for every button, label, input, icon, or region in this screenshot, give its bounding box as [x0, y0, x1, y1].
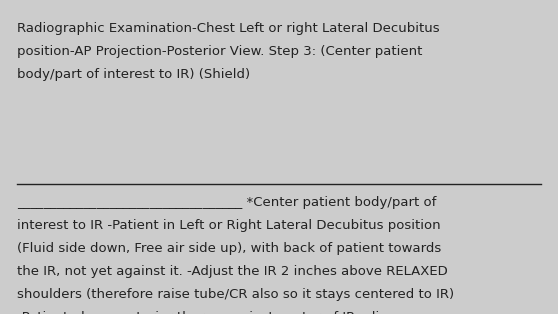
Text: (Fluid side down, Free air side up), with back of patient towards: (Fluid side down, Free air side up), wit… — [17, 242, 441, 255]
Text: shoulders (therefore raise tube/CR also so it stays centered to IR): shoulders (therefore raise tube/CR also … — [17, 288, 454, 301]
Text: the IR, not yet against it. -Adjust the IR 2 inches above RELAXED: the IR, not yet against it. -Adjust the … — [17, 265, 448, 278]
Text: body/part of interest to IR) (Shield): body/part of interest to IR) (Shield) — [17, 68, 250, 81]
Text: -Patient place posterior thorax against center of IR, align: -Patient place posterior thorax against … — [17, 311, 396, 314]
Text: interest to IR -Patient in Left or Right Lateral Decubitus position: interest to IR -Patient in Left or Right… — [17, 219, 440, 232]
Text: Radiographic Examination-Chest Left or right Lateral Decubitus: Radiographic Examination-Chest Left or r… — [17, 22, 439, 35]
Text: __________________________________ *Center patient body/part of: __________________________________ *Cent… — [17, 196, 436, 209]
Text: position-AP Projection-Posterior View. Step 3: (Center patient: position-AP Projection-Posterior View. S… — [17, 45, 422, 58]
